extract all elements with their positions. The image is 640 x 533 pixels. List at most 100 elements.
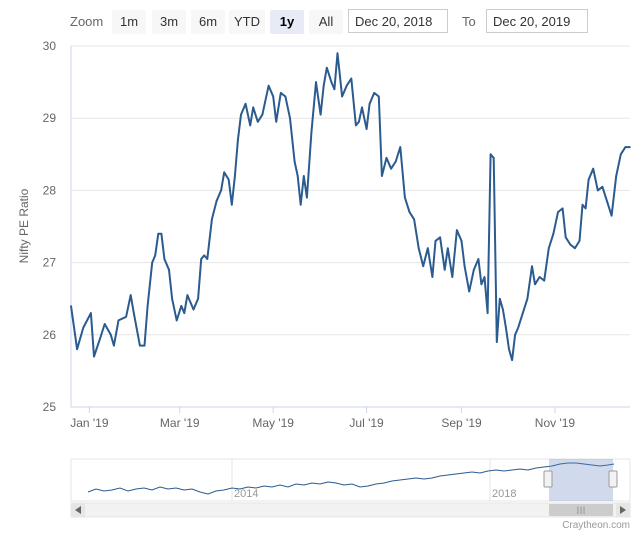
data-point: [103, 323, 106, 325]
navigator: 2014 2018: [70, 458, 631, 502]
data-point: [492, 157, 495, 159]
data-point: [326, 66, 328, 69]
scrollbar[interactable]: III: [70, 502, 631, 518]
data-point: [629, 146, 631, 148]
data-point: [460, 240, 463, 242]
data-point: [350, 77, 353, 80]
data-point: [157, 232, 160, 235]
data-point: [422, 265, 425, 268]
data-point: [394, 160, 397, 163]
zoom-1y-button[interactable]: 1y: [270, 10, 304, 34]
data-point: [310, 131, 313, 134]
data-point: [365, 128, 368, 130]
data-point: [272, 95, 275, 98]
navigator-left-handle[interactable]: [543, 470, 553, 488]
data-point: [624, 146, 627, 148]
data-point: [592, 167, 594, 170]
data-point: [82, 326, 85, 329]
data-point: [408, 211, 411, 213]
data-point: [197, 297, 199, 300]
data-point: [186, 294, 189, 296]
data-point: [468, 290, 471, 293]
data-point: [160, 232, 163, 235]
data-point: [381, 175, 383, 177]
range-selector: Zoom 1m 3m 6m YTD 1y All Dec 20, 2018 To…: [0, 0, 640, 44]
data-point: [257, 121, 259, 123]
data-point: [345, 84, 348, 87]
credits-text: Craytheon.com: [562, 520, 630, 531]
data-point: [154, 254, 156, 257]
data-point: [129, 294, 132, 296]
data-point: [175, 319, 178, 322]
to-date-input[interactable]: Dec 20, 2019: [486, 9, 588, 33]
data-point: [531, 265, 533, 268]
data-point: [434, 240, 437, 242]
data-point: [151, 261, 153, 264]
y-tick-label: 25: [43, 400, 57, 414]
data-point: [358, 121, 360, 123]
data-point: [113, 344, 115, 347]
zoom-3m-button[interactable]: 3m: [152, 10, 186, 34]
data-point: [480, 283, 483, 286]
data-point: [543, 279, 545, 282]
data-point: [280, 92, 282, 94]
data-point: [564, 236, 567, 239]
data-point: [483, 276, 486, 278]
scrollbar-thumb[interactable]: [549, 504, 613, 516]
data-point: [443, 269, 446, 271]
scrollbar-track[interactable]: [70, 502, 631, 518]
data-point: [315, 81, 317, 83]
data-point: [261, 113, 264, 116]
data-point: [514, 334, 516, 336]
navigator-selected-range[interactable]: [549, 459, 613, 501]
data-point: [117, 319, 120, 322]
data-point: [574, 247, 576, 249]
data-point: [399, 146, 402, 148]
y-axis-title: Nifty PE Ratio: [17, 188, 31, 263]
from-date-input[interactable]: Dec 20, 2018: [348, 9, 448, 33]
data-point: [431, 276, 434, 278]
data-point: [508, 348, 510, 351]
data-point: [526, 297, 529, 300]
zoom-label: Zoom: [70, 14, 104, 29]
data-point: [378, 95, 380, 98]
y-tick-label: 26: [43, 328, 57, 342]
data-point: [620, 153, 622, 156]
zoom-all-button[interactable]: All: [309, 10, 343, 34]
data-point: [447, 247, 449, 249]
data-point: [192, 308, 195, 311]
data-point: [473, 269, 475, 271]
data-point: [505, 326, 507, 329]
data-point: [211, 218, 213, 221]
zoom-6m-button[interactable]: 6m: [191, 10, 225, 34]
zoom-1m-button[interactable]: 1m: [112, 10, 146, 34]
zoom-ytd-button[interactable]: YTD: [229, 10, 265, 34]
data-point: [456, 229, 458, 231]
scrollbar-grip: III: [576, 505, 585, 517]
data-point: [427, 247, 429, 249]
x-tick-label: Mar '19: [160, 416, 200, 430]
data-point: [206, 258, 209, 260]
y-tick-label: 27: [43, 256, 57, 270]
data-point: [361, 106, 363, 109]
data-point: [110, 334, 112, 336]
x-tick-label: Jan '19: [70, 416, 109, 430]
x-tick-label: May '19: [252, 416, 294, 430]
data-point: [584, 207, 587, 210]
data-point: [240, 113, 242, 116]
data-point: [615, 175, 617, 177]
data-point: [180, 305, 183, 307]
y-tick-label: 29: [43, 111, 57, 125]
navigator-right-handle[interactable]: [608, 470, 618, 488]
arrow-right-icon: [620, 506, 626, 514]
data-point: [306, 196, 308, 199]
data-point: [203, 254, 205, 257]
to-label: To: [462, 14, 476, 29]
data-point: [143, 344, 146, 347]
x-tick-label: Nov '19: [535, 416, 576, 430]
data-point: [517, 326, 519, 329]
data-point: [385, 157, 388, 159]
data-point: [534, 283, 536, 286]
data-point: [133, 312, 135, 314]
